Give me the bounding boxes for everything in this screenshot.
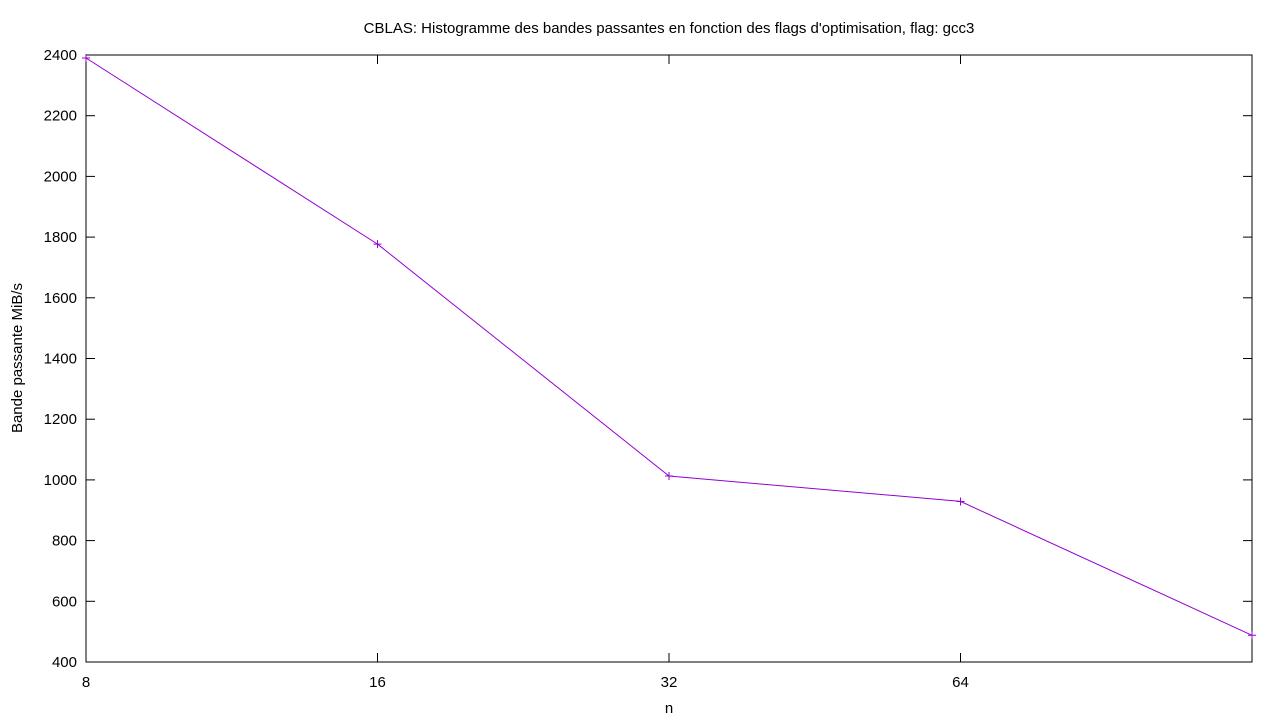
series-layer bbox=[82, 54, 1256, 640]
y-tick-label: 400 bbox=[52, 654, 77, 671]
y-tick-label: 2000 bbox=[44, 168, 77, 185]
y-tick-label: 2200 bbox=[44, 108, 77, 125]
x-axis-label: n bbox=[665, 700, 673, 717]
y-tick-label: 1200 bbox=[44, 411, 77, 428]
x-tick-label: 32 bbox=[661, 674, 678, 691]
y-tick-label: 1000 bbox=[44, 472, 77, 489]
x-tick-label: 8 bbox=[82, 674, 90, 691]
y-tick-labels: 400 600 800 1000 1200 1400 1600 1800 2000 2200 240… bbox=[44, 47, 77, 671]
y-tick-label: 1800 bbox=[44, 229, 77, 246]
axis-ticks bbox=[85, 54, 1252, 663]
y-tick-label: 1600 bbox=[44, 290, 77, 307]
plot-frame bbox=[85, 54, 1253, 663]
y-tick-label: 1400 bbox=[44, 351, 77, 368]
data-point-marker bbox=[665, 471, 673, 480]
x-tick-label: 64 bbox=[952, 674, 969, 691]
y-tick-label: 800 bbox=[52, 533, 77, 550]
y-tick-label: 600 bbox=[52, 593, 77, 610]
data-point-marker bbox=[956, 497, 965, 506]
data-point-marker bbox=[1248, 631, 1256, 640]
y-tick-label: 2400 bbox=[44, 47, 77, 64]
x-tick-label: 16 bbox=[369, 674, 386, 691]
series-line bbox=[85, 57, 1253, 636]
data-point-marker bbox=[373, 240, 382, 249]
y-axis-label: Bande passante MiB/s bbox=[9, 283, 26, 433]
chart-title: CBLAS: Histogramme des bandes passantes … bbox=[364, 20, 975, 37]
x-tick-labels: 8 16 32 64 bbox=[82, 674, 969, 691]
data-point-marker bbox=[82, 54, 90, 63]
